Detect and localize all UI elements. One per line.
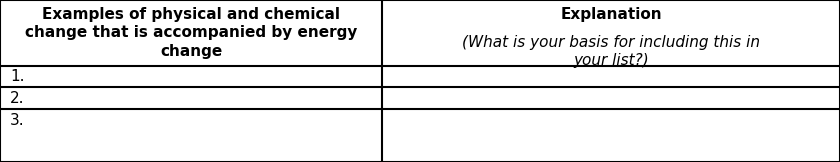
- Text: Explanation: Explanation: [560, 7, 662, 22]
- Text: 3.: 3.: [10, 113, 24, 128]
- Text: Examples of physical and chemical
change that is accompanied by energy
change: Examples of physical and chemical change…: [25, 7, 357, 59]
- Text: 2.: 2.: [10, 91, 24, 106]
- Text: 1.: 1.: [10, 69, 24, 84]
- Text: (What is your basis for including this in
your list?): (What is your basis for including this i…: [462, 35, 760, 68]
